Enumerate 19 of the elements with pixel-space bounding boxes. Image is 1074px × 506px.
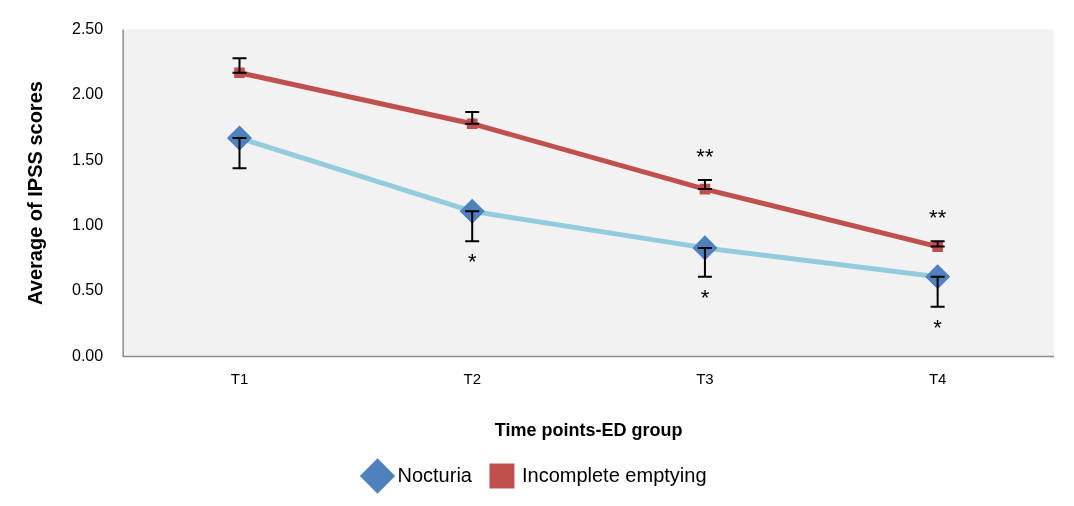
y-tick-label: 2.50 bbox=[72, 20, 104, 38]
annotation: * bbox=[700, 284, 710, 310]
legend-label: Incomplete emptying bbox=[521, 463, 707, 486]
annotation: ** bbox=[929, 205, 947, 231]
y-tick-label: 1.50 bbox=[72, 150, 104, 168]
x-axis-title: Time points-ED group bbox=[494, 420, 683, 441]
y-tick-label: 0.00 bbox=[72, 346, 104, 364]
x-tick-label: T1 bbox=[230, 369, 249, 387]
y-axis-title: Average of IPSS scores bbox=[23, 81, 46, 305]
annotation: * bbox=[467, 249, 477, 275]
x-tick-label: T4 bbox=[928, 369, 947, 387]
y-tick-label: 0.50 bbox=[72, 281, 104, 299]
x-tick-label: T3 bbox=[696, 369, 714, 387]
y-tick-label: 2.00 bbox=[72, 85, 104, 103]
legend-label: Nocturia bbox=[397, 463, 473, 486]
x-tick-label: T2 bbox=[463, 369, 481, 387]
annotation: ** bbox=[696, 143, 714, 169]
y-tick-label: 1.00 bbox=[72, 216, 104, 234]
annotation: * bbox=[933, 314, 943, 340]
